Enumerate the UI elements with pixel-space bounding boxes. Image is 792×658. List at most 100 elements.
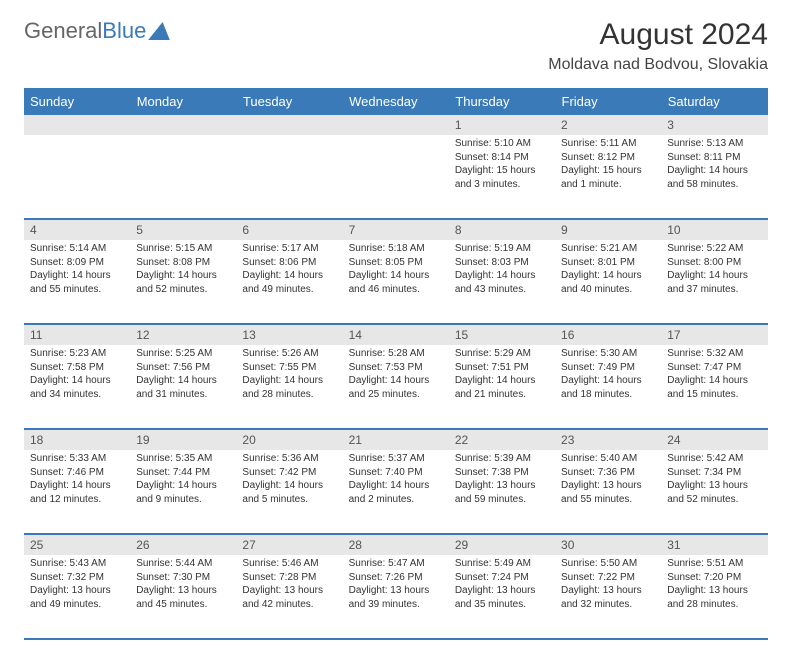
- day-number: 14: [343, 324, 449, 345]
- day-daylight1: Daylight: 15 hours: [561, 164, 655, 178]
- day-cell-content: Sunrise: 5:32 AMSunset: 7:47 PMDaylight:…: [661, 345, 767, 405]
- day-content-row: Sunrise: 5:23 AMSunset: 7:58 PMDaylight:…: [24, 345, 768, 429]
- day-header: Tuesday: [236, 88, 342, 115]
- day-cell-content: Sunrise: 5:47 AMSunset: 7:26 PMDaylight:…: [343, 555, 449, 615]
- day-daylight2: and 15 minutes.: [667, 388, 761, 402]
- day-number: 27: [236, 534, 342, 555]
- day-daylight2: and 55 minutes.: [561, 493, 655, 507]
- day-content-row: Sunrise: 5:43 AMSunset: 7:32 PMDaylight:…: [24, 555, 768, 639]
- day-sunset: Sunset: 7:42 PM: [242, 466, 336, 480]
- day-daylight2: and 35 minutes.: [455, 598, 549, 612]
- day-sunrise: Sunrise: 5:19 AM: [455, 242, 549, 256]
- day-sunrise: Sunrise: 5:30 AM: [561, 347, 655, 361]
- day-number: 26: [130, 534, 236, 555]
- day-sunset: Sunset: 8:14 PM: [455, 151, 549, 165]
- day-daylight2: and 59 minutes.: [455, 493, 549, 507]
- day-sunrise: Sunrise: 5:13 AM: [667, 137, 761, 151]
- day-sunrise: Sunrise: 5:39 AM: [455, 452, 549, 466]
- day-daylight1: Daylight: 13 hours: [455, 479, 549, 493]
- day-daylight1: Daylight: 14 hours: [136, 374, 230, 388]
- day-daylight2: and 39 minutes.: [349, 598, 443, 612]
- day-daylight1: Daylight: 14 hours: [242, 374, 336, 388]
- day-daylight1: Daylight: 14 hours: [242, 269, 336, 283]
- day-cell-content: Sunrise: 5:23 AMSunset: 7:58 PMDaylight:…: [24, 345, 130, 405]
- day-daylight2: and 31 minutes.: [136, 388, 230, 402]
- day-sunrise: Sunrise: 5:15 AM: [136, 242, 230, 256]
- day-sunrise: Sunrise: 5:28 AM: [349, 347, 443, 361]
- day-number: 8: [449, 219, 555, 240]
- day-daylight2: and 37 minutes.: [667, 283, 761, 297]
- logo-text: GeneralBlue: [24, 18, 146, 44]
- day-cell: Sunrise: 5:40 AMSunset: 7:36 PMDaylight:…: [555, 450, 661, 534]
- day-sunset: Sunset: 8:01 PM: [561, 256, 655, 270]
- day-daylight1: Daylight: 14 hours: [349, 374, 443, 388]
- day-daylight2: and 52 minutes.: [667, 493, 761, 507]
- day-daylight1: Daylight: 13 hours: [455, 584, 549, 598]
- day-daylight2: and 9 minutes.: [136, 493, 230, 507]
- day-cell-content: Sunrise: 5:51 AMSunset: 7:20 PMDaylight:…: [661, 555, 767, 615]
- day-cell: Sunrise: 5:35 AMSunset: 7:44 PMDaylight:…: [130, 450, 236, 534]
- day-number: 30: [555, 534, 661, 555]
- day-cell: Sunrise: 5:23 AMSunset: 7:58 PMDaylight:…: [24, 345, 130, 429]
- day-daylight2: and 32 minutes.: [561, 598, 655, 612]
- day-header: Wednesday: [343, 88, 449, 115]
- day-sunrise: Sunrise: 5:50 AM: [561, 557, 655, 571]
- day-number: 29: [449, 534, 555, 555]
- day-daylight2: and 1 minute.: [561, 178, 655, 192]
- day-sunset: Sunset: 7:49 PM: [561, 361, 655, 375]
- day-cell-content: Sunrise: 5:42 AMSunset: 7:34 PMDaylight:…: [661, 450, 767, 510]
- day-sunset: Sunset: 7:58 PM: [30, 361, 124, 375]
- day-daylight1: Daylight: 13 hours: [561, 479, 655, 493]
- day-cell-content: Sunrise: 5:18 AMSunset: 8:05 PMDaylight:…: [343, 240, 449, 300]
- day-sunset: Sunset: 8:00 PM: [667, 256, 761, 270]
- day-sunrise: Sunrise: 5:10 AM: [455, 137, 549, 151]
- day-sunrise: Sunrise: 5:25 AM: [136, 347, 230, 361]
- day-daylight1: Daylight: 15 hours: [455, 164, 549, 178]
- day-daylight2: and 28 minutes.: [242, 388, 336, 402]
- day-number: 3: [661, 115, 767, 135]
- day-header: Monday: [130, 88, 236, 115]
- day-sunset: Sunset: 7:32 PM: [30, 571, 124, 585]
- day-cell-content: Sunrise: 5:10 AMSunset: 8:14 PMDaylight:…: [449, 135, 555, 195]
- day-cell: Sunrise: 5:37 AMSunset: 7:40 PMDaylight:…: [343, 450, 449, 534]
- day-sunrise: Sunrise: 5:14 AM: [30, 242, 124, 256]
- day-sunset: Sunset: 8:03 PM: [455, 256, 549, 270]
- day-cell-content: Sunrise: 5:50 AMSunset: 7:22 PMDaylight:…: [555, 555, 661, 615]
- day-sunrise: Sunrise: 5:46 AM: [242, 557, 336, 571]
- day-cell: Sunrise: 5:29 AMSunset: 7:51 PMDaylight:…: [449, 345, 555, 429]
- day-number: 19: [130, 429, 236, 450]
- day-daylight2: and 42 minutes.: [242, 598, 336, 612]
- day-daylight1: Daylight: 14 hours: [667, 269, 761, 283]
- day-sunset: Sunset: 7:51 PM: [455, 361, 549, 375]
- day-cell: Sunrise: 5:49 AMSunset: 7:24 PMDaylight:…: [449, 555, 555, 639]
- day-cell-content: Sunrise: 5:37 AMSunset: 7:40 PMDaylight:…: [343, 450, 449, 510]
- day-sunrise: Sunrise: 5:32 AM: [667, 347, 761, 361]
- day-cell-content: Sunrise: 5:36 AMSunset: 7:42 PMDaylight:…: [236, 450, 342, 510]
- day-daylight1: Daylight: 13 hours: [667, 479, 761, 493]
- day-cell: Sunrise: 5:47 AMSunset: 7:26 PMDaylight:…: [343, 555, 449, 639]
- logo-triangle-icon: [148, 22, 170, 40]
- day-sunset: Sunset: 7:34 PM: [667, 466, 761, 480]
- day-sunset: Sunset: 7:36 PM: [561, 466, 655, 480]
- day-cell-content: Sunrise: 5:11 AMSunset: 8:12 PMDaylight:…: [555, 135, 661, 195]
- day-number: 17: [661, 324, 767, 345]
- day-number: 13: [236, 324, 342, 345]
- day-daylight2: and 34 minutes.: [30, 388, 124, 402]
- day-sunset: Sunset: 7:30 PM: [136, 571, 230, 585]
- day-cell-content: Sunrise: 5:19 AMSunset: 8:03 PMDaylight:…: [449, 240, 555, 300]
- day-daylight1: Daylight: 14 hours: [455, 374, 549, 388]
- day-cell-content: Sunrise: 5:43 AMSunset: 7:32 PMDaylight:…: [24, 555, 130, 615]
- day-number: 24: [661, 429, 767, 450]
- day-sunrise: Sunrise: 5:18 AM: [349, 242, 443, 256]
- day-sunrise: Sunrise: 5:44 AM: [136, 557, 230, 571]
- day-daylight2: and 3 minutes.: [455, 178, 549, 192]
- day-daylight1: Daylight: 13 hours: [242, 584, 336, 598]
- day-cell: Sunrise: 5:25 AMSunset: 7:56 PMDaylight:…: [130, 345, 236, 429]
- day-daylight2: and 2 minutes.: [349, 493, 443, 507]
- day-sunrise: Sunrise: 5:17 AM: [242, 242, 336, 256]
- day-number: 22: [449, 429, 555, 450]
- day-sunset: Sunset: 7:55 PM: [242, 361, 336, 375]
- day-daylight2: and 49 minutes.: [30, 598, 124, 612]
- day-daylight1: Daylight: 14 hours: [667, 164, 761, 178]
- day-daylight2: and 49 minutes.: [242, 283, 336, 297]
